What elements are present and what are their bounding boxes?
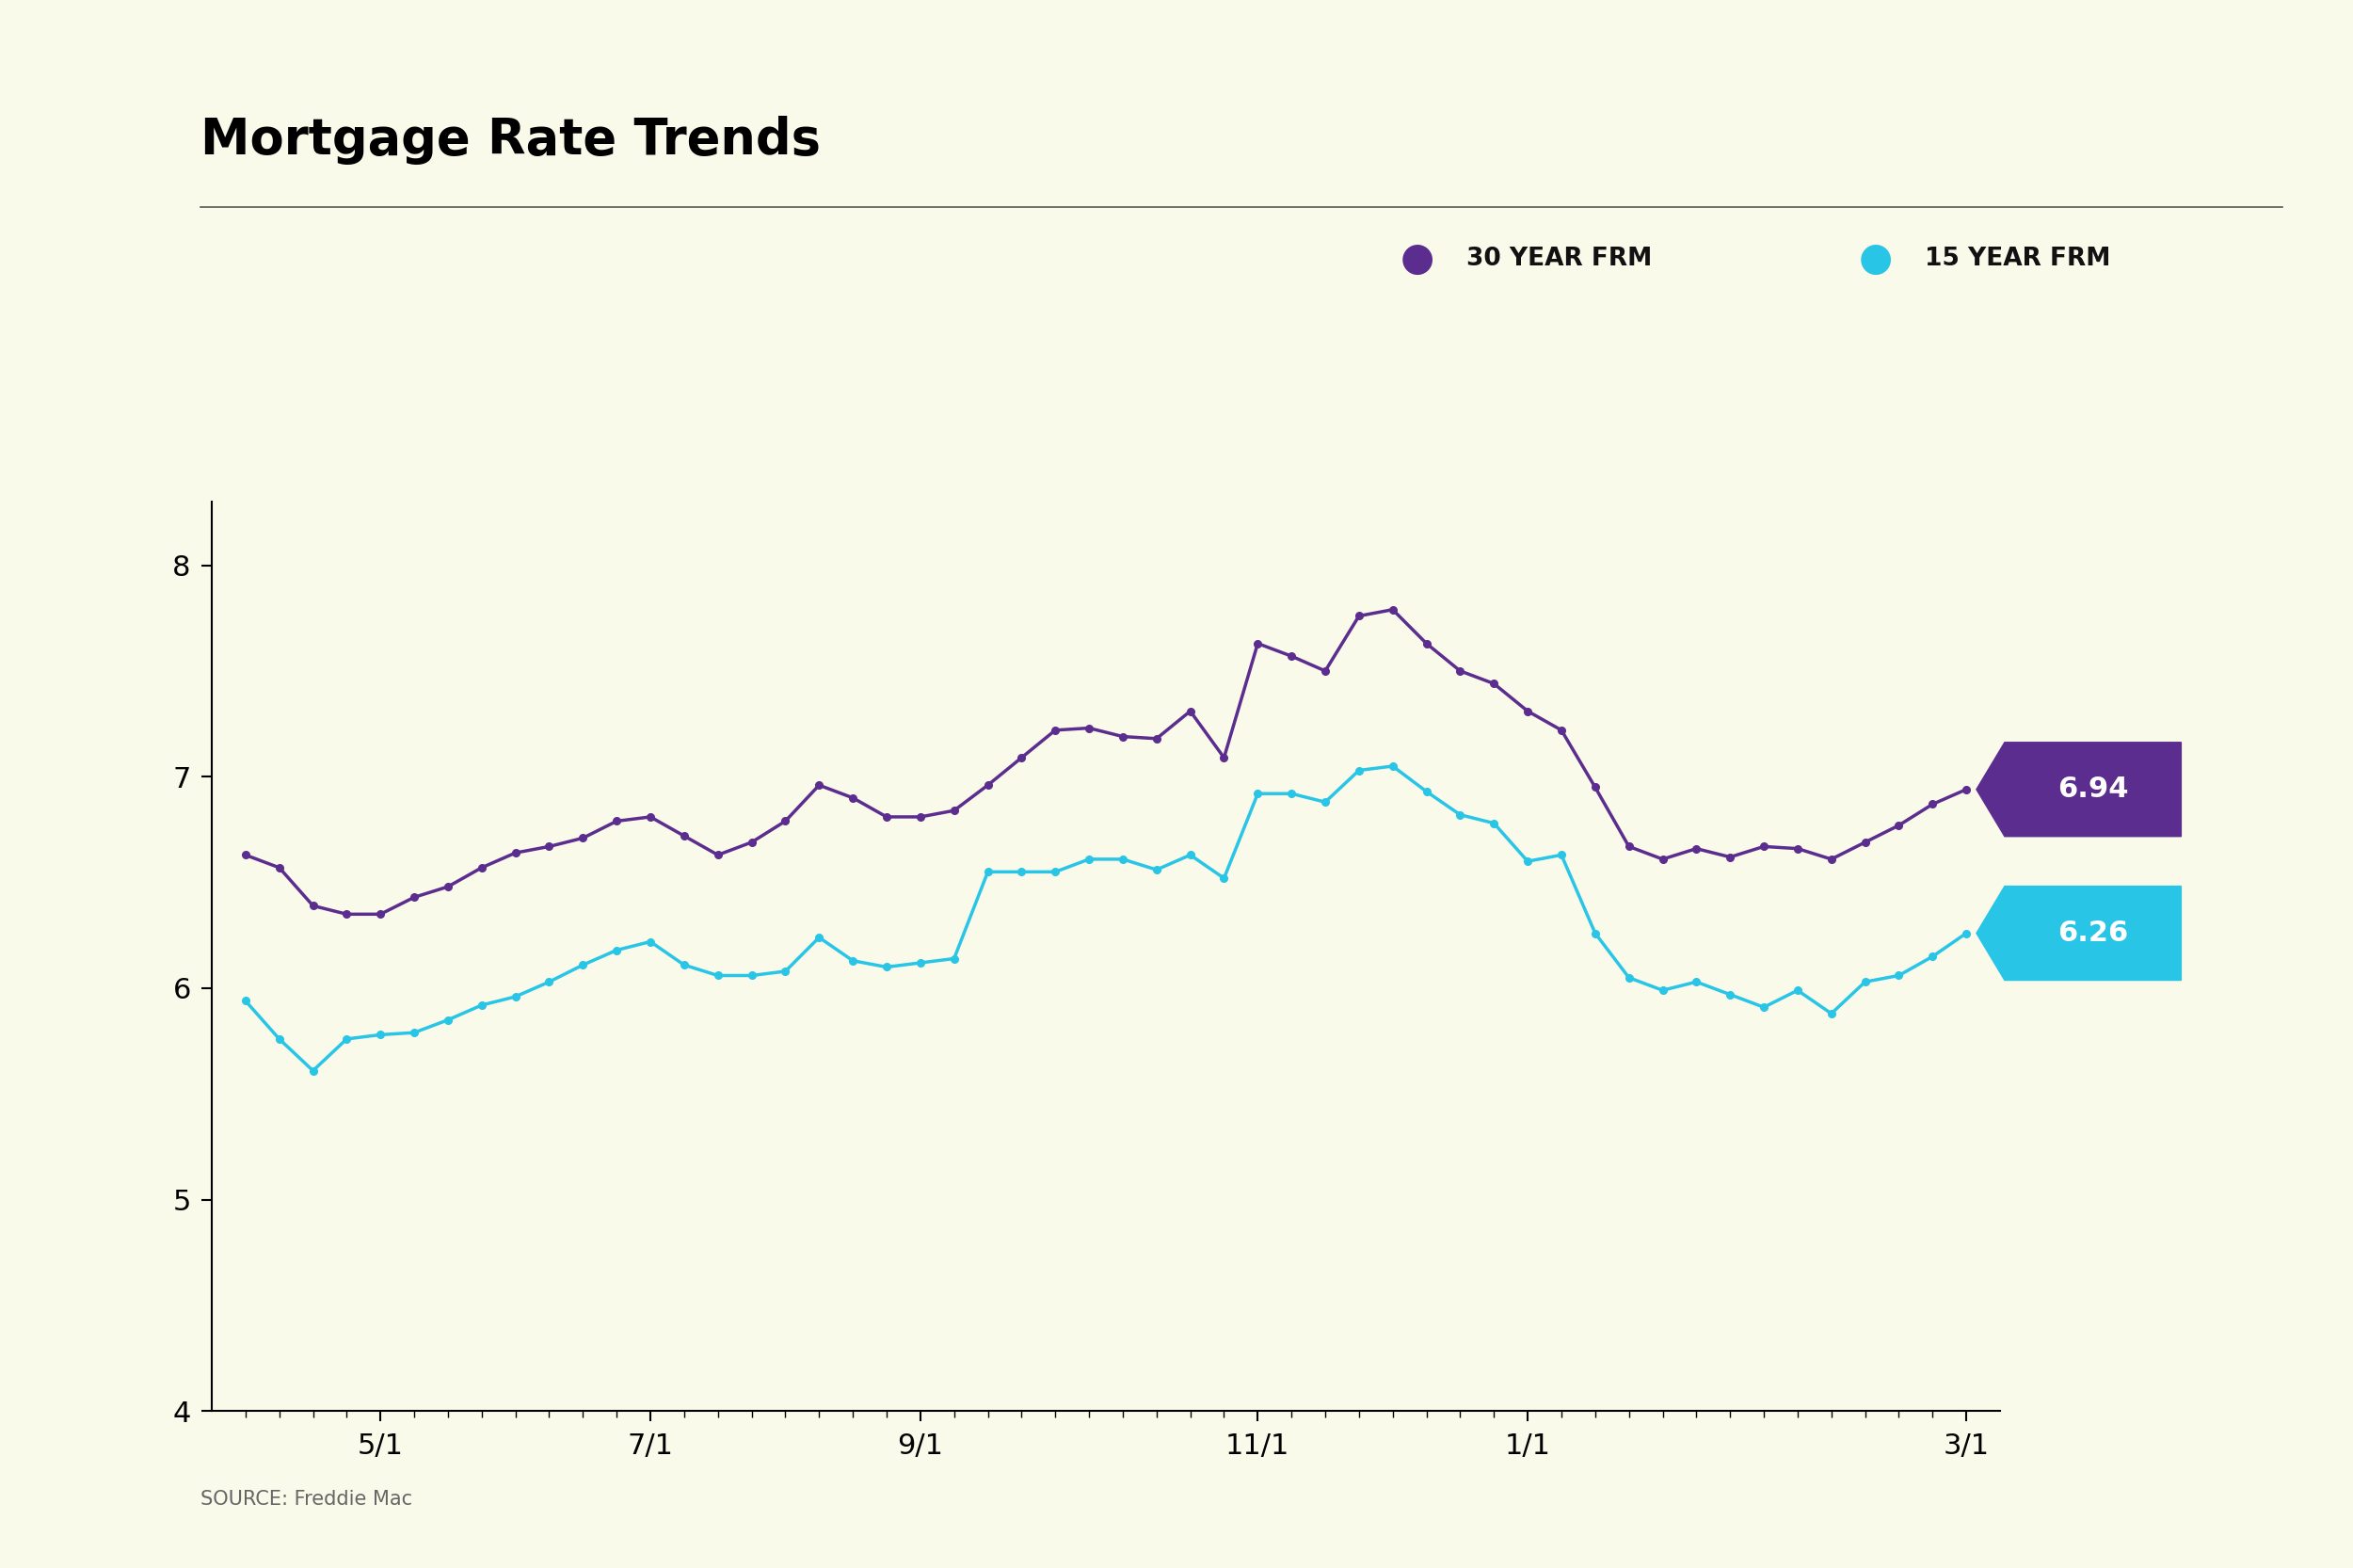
Text: ●: ● (1859, 238, 1894, 279)
Text: 6.94: 6.94 (2057, 776, 2129, 803)
Text: 30 YEAR FRM: 30 YEAR FRM (1466, 246, 1652, 271)
Text: 6.26: 6.26 (2057, 919, 2129, 947)
Text: 15 YEAR FRM: 15 YEAR FRM (1925, 246, 2111, 271)
Text: Mortgage Rate Trends: Mortgage Rate Trends (200, 116, 821, 165)
Text: ●: ● (1400, 238, 1435, 279)
Text: SOURCE: Freddie Mac: SOURCE: Freddie Mac (200, 1490, 412, 1508)
